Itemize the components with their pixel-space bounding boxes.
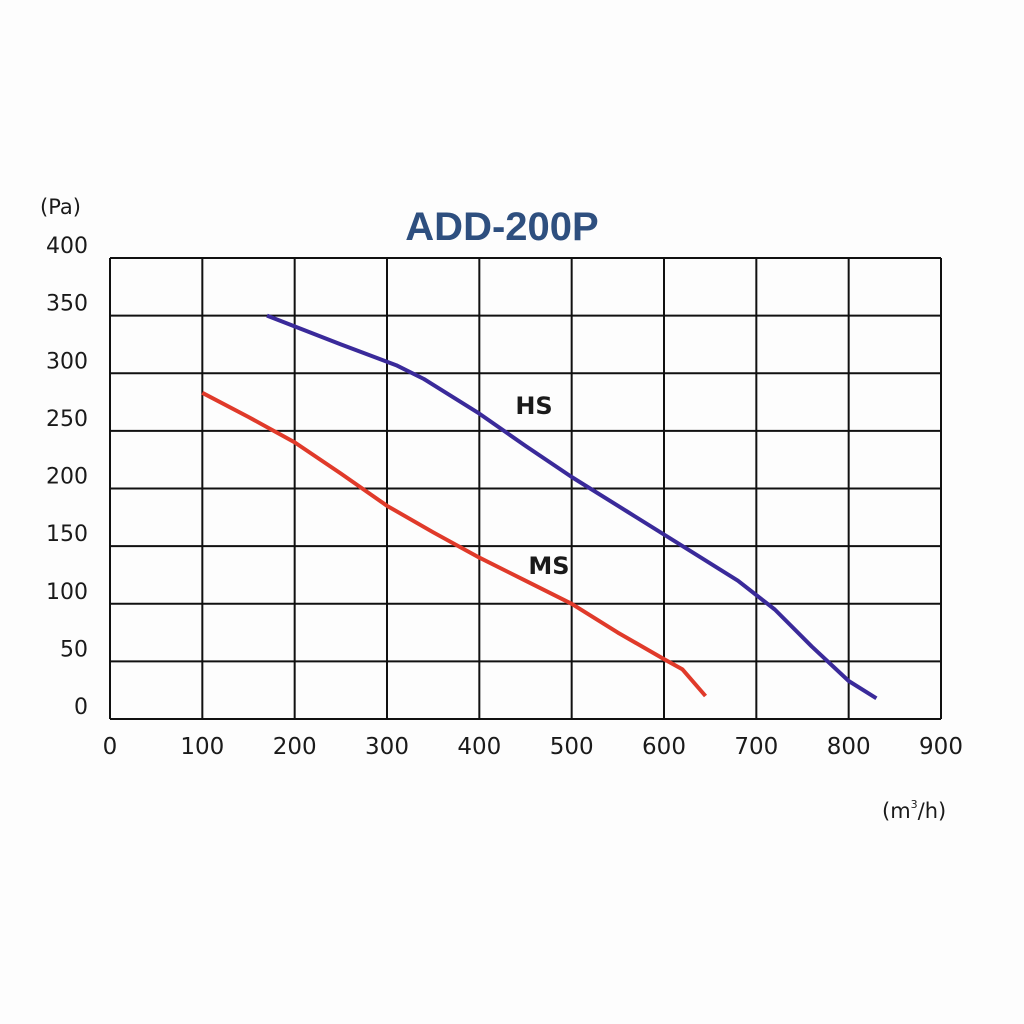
x-tick-label: 900 [919,734,963,760]
y-tick-label: 200 [46,465,88,490]
y-tick-label: 150 [46,522,88,547]
x-tick-label: 400 [457,734,501,760]
x-axis-unit-label: (m3/h) [882,798,946,823]
y-axis-ticks: 0 50 100 150 200 250 300 350 400 [46,234,88,720]
x-tick-label: 200 [273,734,317,760]
x-tick-label: 500 [550,734,594,760]
x-unit-prefix: (m [882,799,911,823]
x-axis-ticks: 0 100 200 300 400 500 600 700 800 900 [103,734,963,760]
y-tick-label: 100 [46,580,88,605]
y-tick-label: 250 [46,407,88,432]
y-tick-label: 400 [46,234,88,259]
y-tick-label: 0 [74,695,88,720]
x-tick-label: 800 [827,734,871,760]
x-unit-suffix: /h) [918,799,947,823]
x-tick-label: 0 [103,734,118,760]
x-tick-label: 100 [180,734,224,760]
chart-series [201,313,878,700]
series-label-hs: HS [515,392,552,420]
x-tick-label: 300 [365,734,409,760]
y-axis-unit-label: (Pa) [40,195,81,219]
x-unit-superscript: 3 [911,798,918,811]
y-tick-label: 350 [46,292,88,317]
y-tick-label: 50 [60,637,88,662]
chart-title: ADD-200P [405,205,598,249]
series-line-ms [201,391,708,698]
series-label-ms: MS [528,552,569,580]
series-line-hs [266,313,878,700]
x-tick-label: 700 [734,734,778,760]
y-tick-label: 300 [46,349,88,374]
x-tick-label: 600 [642,734,686,760]
chart-grid [109,257,942,720]
